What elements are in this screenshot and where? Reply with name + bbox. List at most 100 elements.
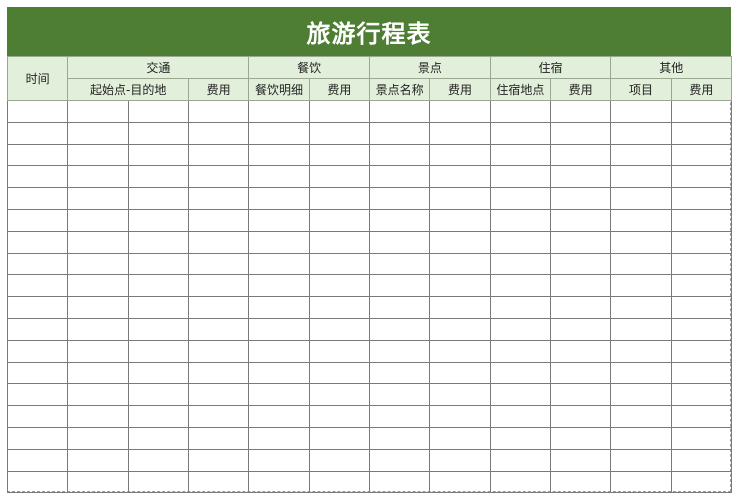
table-cell[interactable] <box>308 121 371 145</box>
table-cell[interactable] <box>67 165 129 189</box>
table-cell[interactable] <box>670 405 733 428</box>
table-cell[interactable] <box>6 383 69 407</box>
table-cell[interactable] <box>6 100 69 123</box>
table-cell[interactable] <box>248 448 310 472</box>
table-cell[interactable] <box>67 230 129 254</box>
table-cell[interactable] <box>489 361 552 385</box>
table-cell[interactable] <box>610 274 672 298</box>
table-cell[interactable] <box>610 121 672 145</box>
table-cell[interactable] <box>6 317 69 341</box>
table-cell[interactable] <box>127 208 189 232</box>
table-cell[interactable] <box>127 339 189 363</box>
table-cell[interactable] <box>6 405 69 428</box>
table-cell[interactable] <box>489 470 552 494</box>
table-cell[interactable] <box>248 339 310 363</box>
table-cell[interactable] <box>6 208 69 232</box>
table-cell[interactable] <box>550 230 612 254</box>
table-cell[interactable] <box>670 187 733 210</box>
table-cell[interactable] <box>429 339 491 363</box>
table-cell[interactable] <box>429 252 491 276</box>
table-cell[interactable] <box>550 187 612 210</box>
table-cell[interactable] <box>550 426 612 450</box>
table-cell[interactable] <box>429 383 491 407</box>
table-cell[interactable] <box>369 143 431 167</box>
table-cell[interactable] <box>489 339 552 363</box>
table-cell[interactable] <box>550 470 612 494</box>
table-cell[interactable] <box>6 274 69 298</box>
table-cell[interactable] <box>489 274 552 298</box>
table-cell[interactable] <box>550 361 612 385</box>
table-cell[interactable] <box>429 208 491 232</box>
table-cell[interactable] <box>248 296 310 319</box>
table-cell[interactable] <box>248 383 310 407</box>
table-cell[interactable] <box>187 165 250 189</box>
table-cell[interactable] <box>308 230 371 254</box>
table-cell[interactable] <box>67 426 129 450</box>
table-cell[interactable] <box>308 165 371 189</box>
table-cell[interactable] <box>6 426 69 450</box>
table-cell[interactable] <box>308 187 371 210</box>
table-cell[interactable] <box>610 230 672 254</box>
table-cell[interactable] <box>610 252 672 276</box>
table-cell[interactable] <box>127 100 189 123</box>
table-cell[interactable] <box>248 165 310 189</box>
table-cell[interactable] <box>248 230 310 254</box>
table-cell[interactable] <box>127 448 189 472</box>
table-cell[interactable] <box>550 208 612 232</box>
table-cell[interactable] <box>550 383 612 407</box>
table-cell[interactable] <box>550 143 612 167</box>
table-cell[interactable] <box>308 426 371 450</box>
table-cell[interactable] <box>429 448 491 472</box>
table-cell[interactable] <box>248 121 310 145</box>
table-cell[interactable] <box>369 426 431 450</box>
table-cell[interactable] <box>489 252 552 276</box>
table-cell[interactable] <box>6 165 69 189</box>
table-cell[interactable] <box>429 121 491 145</box>
table-cell[interactable] <box>308 143 371 167</box>
table-cell[interactable] <box>369 208 431 232</box>
table-cell[interactable] <box>248 274 310 298</box>
table-cell[interactable] <box>67 274 129 298</box>
table-cell[interactable] <box>127 296 189 319</box>
table-cell[interactable] <box>610 100 672 123</box>
table-cell[interactable] <box>489 121 552 145</box>
table-cell[interactable] <box>127 274 189 298</box>
table-cell[interactable] <box>550 252 612 276</box>
table-cell[interactable] <box>489 230 552 254</box>
table-cell[interactable] <box>248 470 310 494</box>
table-cell[interactable] <box>489 100 552 123</box>
table-cell[interactable] <box>369 274 431 298</box>
table-cell[interactable] <box>308 448 371 472</box>
table-cell[interactable] <box>127 252 189 276</box>
table-cell[interactable] <box>67 361 129 385</box>
table-cell[interactable] <box>429 405 491 428</box>
table-cell[interactable] <box>610 296 672 319</box>
table-cell[interactable] <box>489 208 552 232</box>
table-cell[interactable] <box>187 208 250 232</box>
table-cell[interactable] <box>127 405 189 428</box>
table-cell[interactable] <box>489 383 552 407</box>
table-cell[interactable] <box>670 448 733 472</box>
table-cell[interactable] <box>369 317 431 341</box>
table-cell[interactable] <box>67 100 129 123</box>
table-cell[interactable] <box>429 426 491 450</box>
table-cell[interactable] <box>670 208 733 232</box>
table-cell[interactable] <box>429 165 491 189</box>
table-cell[interactable] <box>610 426 672 450</box>
table-cell[interactable] <box>187 405 250 428</box>
table-cell[interactable] <box>369 448 431 472</box>
table-cell[interactable] <box>610 383 672 407</box>
table-cell[interactable] <box>429 143 491 167</box>
table-cell[interactable] <box>67 383 129 407</box>
table-cell[interactable] <box>308 317 371 341</box>
table-cell[interactable] <box>308 339 371 363</box>
table-cell[interactable] <box>187 317 250 341</box>
table-cell[interactable] <box>610 448 672 472</box>
table-cell[interactable] <box>670 296 733 319</box>
table-cell[interactable] <box>6 230 69 254</box>
table-cell[interactable] <box>308 383 371 407</box>
table-cell[interactable] <box>6 296 69 319</box>
table-cell[interactable] <box>670 230 733 254</box>
table-cell[interactable] <box>429 187 491 210</box>
table-cell[interactable] <box>6 187 69 210</box>
